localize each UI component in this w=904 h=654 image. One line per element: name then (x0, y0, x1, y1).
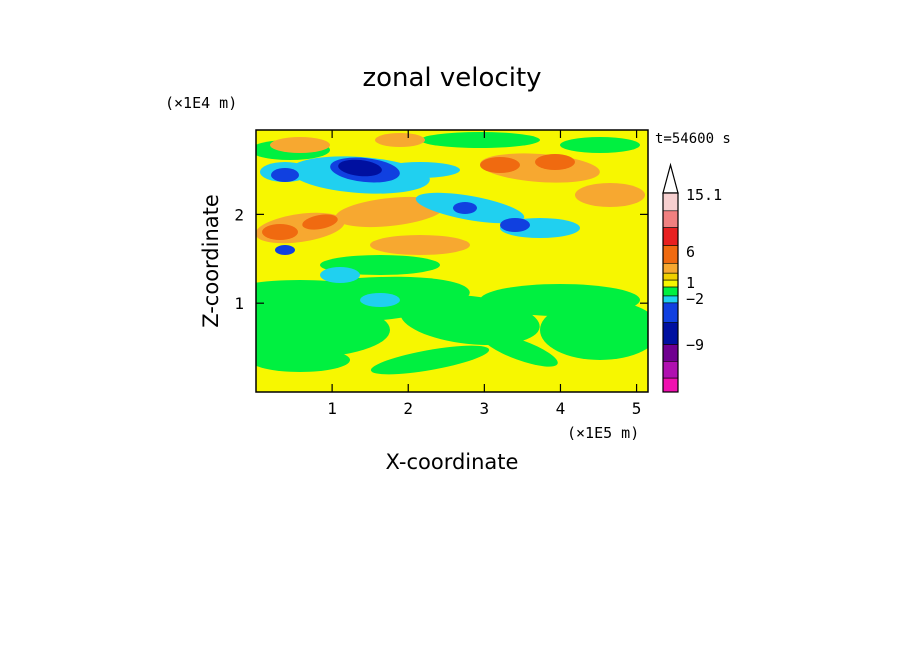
x-tick-label: 4 (556, 399, 566, 418)
contour-region (302, 214, 338, 230)
colorbar-level (662, 322, 679, 345)
colorbar-level (662, 227, 679, 246)
colorbar-level (662, 344, 679, 362)
x-axis: 1 2 3 4 5 (327, 130, 641, 418)
contour-region (375, 133, 425, 147)
y-tick-label: 1 (234, 294, 244, 313)
contour-region (338, 159, 382, 177)
colorbar: 15.1 6 1−2 −9 (662, 162, 722, 393)
contour-region (453, 202, 477, 214)
colorbar-level (662, 279, 679, 288)
colorbar-extend-arrow (662, 162, 679, 194)
contour-region (482, 333, 558, 367)
colorbar-label: 15.1 (686, 186, 722, 204)
x-tick-label: 2 (403, 399, 413, 418)
colorbar-level (662, 377, 679, 393)
contour-region (575, 183, 645, 207)
contour-region (500, 218, 530, 232)
colorbar-level (662, 245, 679, 264)
x-tick-label: 1 (327, 399, 337, 418)
contour-field (256, 130, 648, 392)
colorbar-level (662, 192, 679, 212)
contour-region (320, 267, 360, 283)
colorbar-label: −2 (686, 290, 704, 308)
contour-region (370, 235, 470, 255)
contour-region (275, 245, 295, 255)
x-axis-label: X-coordinate (386, 450, 519, 474)
contour-region (560, 137, 640, 153)
colorbar-label: 6 (686, 243, 695, 261)
colorbar-level (662, 302, 679, 323)
contour-region (335, 196, 445, 228)
x-tick-label: 3 (480, 399, 490, 418)
y-axis-label: Z-coordinate (199, 194, 223, 328)
contour-region (256, 348, 350, 372)
contour-region (535, 154, 575, 170)
colorbar-level (662, 262, 679, 274)
time-label: t=54600 s (655, 131, 731, 147)
contour-region (480, 157, 520, 173)
y-tick-label: 2 (234, 205, 244, 224)
contour-region (262, 224, 298, 240)
y-axis: 12 (234, 205, 648, 313)
contour-region (270, 137, 330, 153)
x-unit-label: (×1E5 m) (567, 424, 639, 442)
x-tick-label: 5 (632, 399, 642, 418)
colorbar-level (662, 286, 679, 297)
contour-region (370, 345, 490, 375)
colorbar-label: 1 (686, 274, 695, 292)
chart-title: zonal velocity (362, 63, 541, 93)
colorbar-level (662, 361, 679, 379)
colorbar-frame (662, 192, 679, 393)
plot-frame (255, 129, 649, 393)
contour-region (360, 293, 400, 307)
colorbar-level (662, 210, 679, 228)
contour-region (480, 284, 640, 316)
colorbar-level (662, 272, 679, 281)
contour-region (271, 168, 299, 182)
y-unit-label: (×1E4 m) (165, 94, 237, 112)
contour-region (256, 280, 370, 304)
contour-region (420, 132, 540, 148)
colorbar-level (662, 295, 679, 304)
colorbar-label: −9 (686, 336, 704, 354)
